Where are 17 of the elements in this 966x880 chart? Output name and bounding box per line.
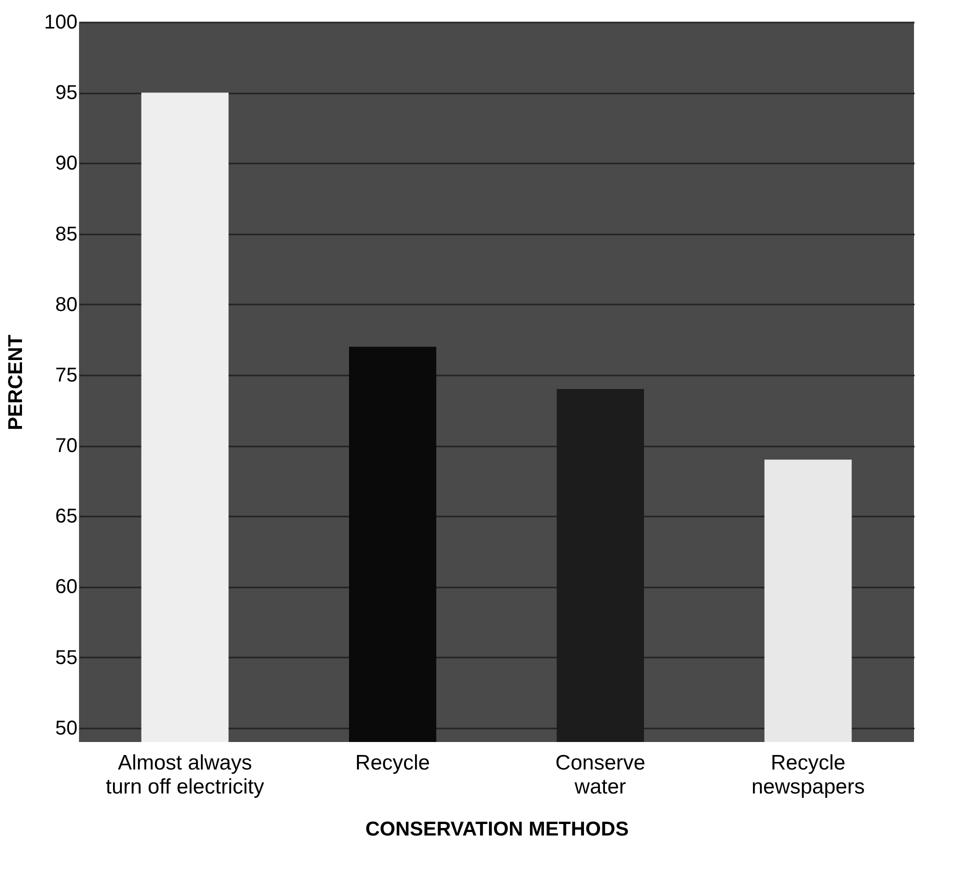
y-tick-label: 60 xyxy=(55,576,78,598)
x-tick-label: Recycle xyxy=(355,752,430,774)
y-tick-label: 65 xyxy=(55,506,78,528)
y-tick-label: 55 xyxy=(55,646,78,669)
y-tick-label: 75 xyxy=(55,364,78,386)
y-tick-label: 95 xyxy=(55,82,78,104)
y-tick-label: 50 xyxy=(55,717,78,740)
x-tick-label: Conserve water xyxy=(555,752,646,798)
y-tick-label: 70 xyxy=(55,435,78,458)
x-axis-title: CONSERVATION METHODS xyxy=(365,818,629,840)
y-tick-label: 100 xyxy=(44,12,78,34)
y-tick-label: 85 xyxy=(55,223,78,246)
y-tick-label: 80 xyxy=(55,294,78,316)
x-tick-label: Recycle newspapers xyxy=(751,752,865,798)
y-axis-title: PERCENT xyxy=(5,334,28,430)
x-tick-label: Almost always turn off electricity xyxy=(106,752,265,798)
y-tick-label: 90 xyxy=(55,152,78,175)
